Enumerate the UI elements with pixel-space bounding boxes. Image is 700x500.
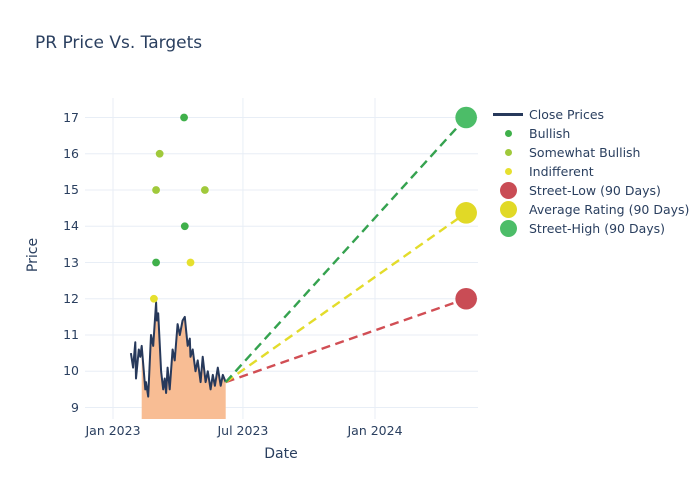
legend-item-somewhat-bullish[interactable]: Somewhat Bullish <box>492 143 689 162</box>
average-rating-90-days-marker-swatch <box>499 201 517 218</box>
bullish-marker-swatch <box>504 130 512 137</box>
y-tick-label: 10 <box>63 363 79 379</box>
close-prices-line[interactable] <box>129 301 227 398</box>
legend-item-street-high-90-days[interactable]: Street-High (90 Days) <box>492 219 689 238</box>
bullish-point[interactable] <box>152 258 160 267</box>
y-axis-title: Price <box>25 237 41 273</box>
x-axis-title: Date <box>264 446 298 462</box>
bullish-legend-marker-icon <box>492 130 524 137</box>
indifferent-points <box>150 258 195 303</box>
legend-label: Somewhat Bullish <box>529 145 641 160</box>
indifferent-point[interactable] <box>150 294 158 303</box>
y-tick-label: 12 <box>63 290 79 306</box>
legend-label: Indifferent <box>529 164 594 179</box>
y-tick-label: 11 <box>63 327 79 342</box>
street-low-90-days-marker[interactable] <box>455 287 477 310</box>
street-high-90-days-projection-line <box>224 116 468 383</box>
y-tick-label: 17 <box>63 109 79 125</box>
x-tick-label: Jan 2024 <box>347 423 403 438</box>
somewhat-bullish-marker-swatch <box>504 149 512 156</box>
indifferent-legend-marker-icon <box>492 168 524 175</box>
legend-item-street-low-90-days[interactable]: Street-Low (90 Days) <box>492 181 689 200</box>
legend-item-average-rating-90-days[interactable]: Average Rating (90 Days) <box>492 200 689 219</box>
y-tick-label: 13 <box>63 254 79 270</box>
y-tick-label: 15 <box>63 182 79 197</box>
y-tick-label: 14 <box>63 218 79 234</box>
x-tick-label: Jul 2023 <box>217 423 269 438</box>
y-tick-label: 16 <box>63 145 79 161</box>
close-prices-marker-swatch <box>493 113 523 116</box>
average-rating-90-days-marker[interactable] <box>455 202 477 224</box>
somewhat-bullish-point[interactable] <box>155 149 164 158</box>
somewhat-bullish-legend-marker-icon <box>492 149 524 156</box>
somewhat-bullish-point[interactable] <box>152 186 160 194</box>
chart-title: PR Price Vs. Targets <box>35 33 203 53</box>
bullish-points <box>152 113 189 267</box>
legend-label: Close Prices <box>529 107 605 122</box>
legend-item-close-prices[interactable]: Close Prices <box>492 105 689 124</box>
indifferent-marker-swatch <box>504 168 512 175</box>
street-high-90-days-legend-marker-icon <box>492 220 524 237</box>
street-low-90-days-legend-marker-icon <box>492 182 524 199</box>
legend-label: Street-Low (90 Days) <box>529 183 661 198</box>
average-rating-90-days-projection-line <box>225 211 467 384</box>
street-low-90-days-projection-line <box>225 297 467 384</box>
somewhat-bullish-points <box>152 149 209 194</box>
legend-item-bullish[interactable]: Bullish <box>492 124 689 143</box>
legend-label: Average Rating (90 Days) <box>529 202 690 217</box>
somewhat-bullish-point[interactable] <box>200 186 209 194</box>
y-tick-label: 9 <box>71 399 79 415</box>
close-prices-legend-marker-icon <box>492 113 524 116</box>
legend: Close Prices Bullish Somewhat Bullish Indif… <box>492 105 689 238</box>
average-rating-90-days-legend-marker-icon <box>492 201 524 218</box>
bullish-point[interactable] <box>180 222 189 231</box>
legend-item-indifferent[interactable]: Indifferent <box>492 162 689 181</box>
legend-label: Bullish <box>529 126 571 141</box>
x-tick-label: Jan 2023 <box>85 423 141 438</box>
street-low-90-days-marker-swatch <box>499 182 517 199</box>
bullish-point[interactable] <box>180 113 188 122</box>
indifferent-point[interactable] <box>186 258 195 267</box>
street-high-90-days-marker[interactable] <box>455 106 477 129</box>
street-high-90-days-marker-swatch <box>499 220 517 237</box>
legend-label: Street-High (90 Days) <box>529 221 666 236</box>
gridlines <box>85 98 478 419</box>
